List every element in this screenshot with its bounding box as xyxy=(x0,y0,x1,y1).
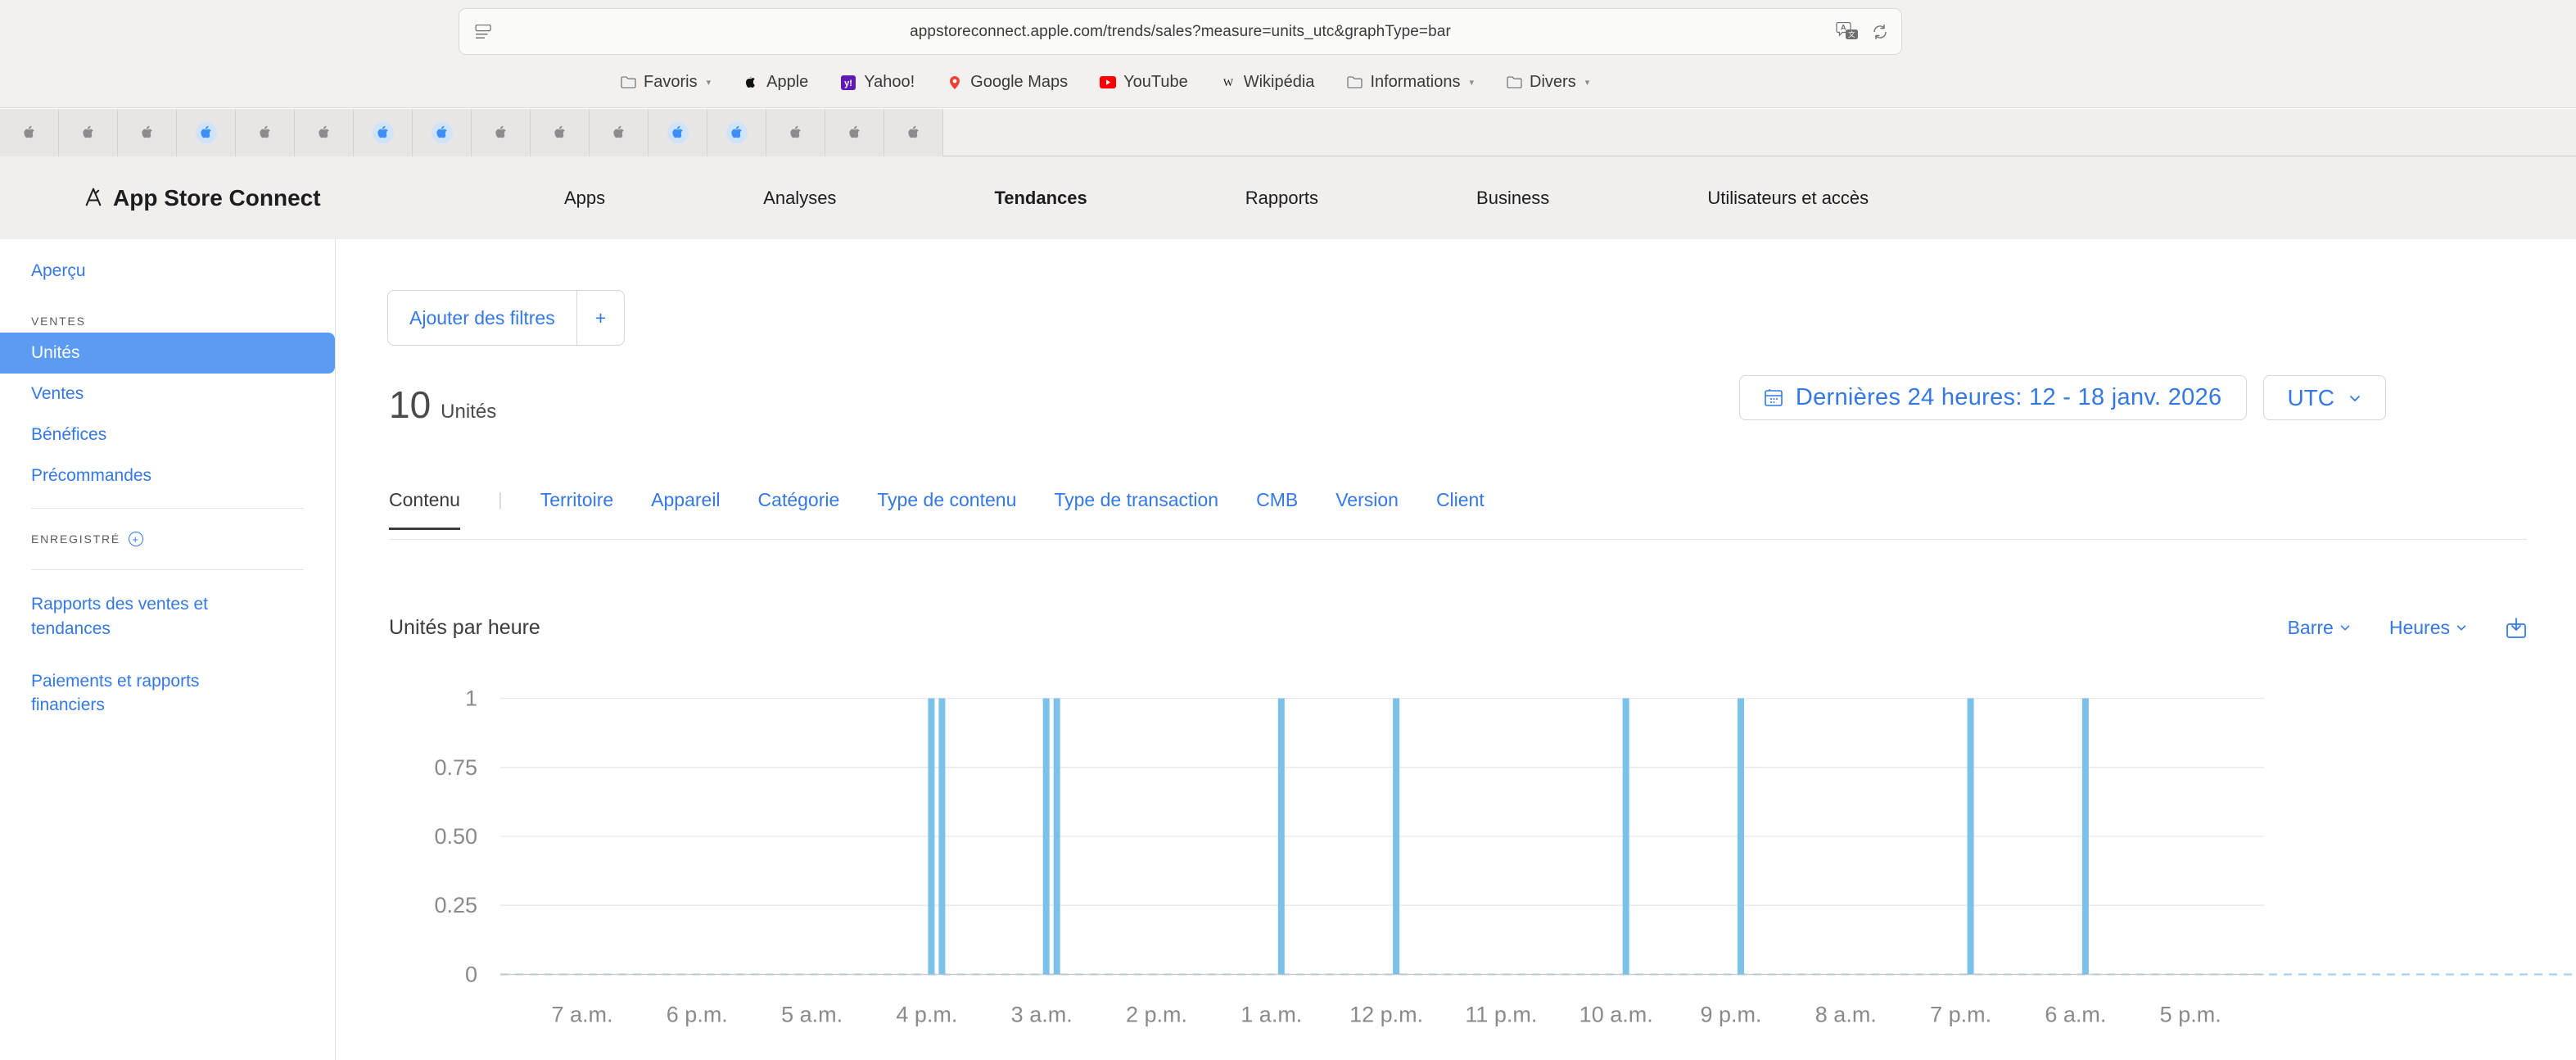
svg-text:7 p.m.: 7 p.m. xyxy=(1930,1003,1991,1027)
svg-text:5 a.m.: 5 a.m. xyxy=(781,1003,843,1027)
svg-text:0.25: 0.25 xyxy=(434,893,477,917)
svg-text:11 p.m.: 11 p.m. xyxy=(1465,1003,1537,1027)
svg-text:A: A xyxy=(1841,23,1846,31)
svg-text:0.75: 0.75 xyxy=(434,755,477,780)
svg-text:W: W xyxy=(1223,76,1234,88)
svg-text:3 a.m.: 3 a.m. xyxy=(1011,1003,1073,1027)
svg-text:1: 1 xyxy=(465,686,477,711)
svg-text:7 a.m.: 7 a.m. xyxy=(551,1003,612,1027)
svg-text:0.50: 0.50 xyxy=(434,824,477,849)
svg-text:6 p.m.: 6 p.m. xyxy=(667,1003,728,1027)
svg-text:8 a.m.: 8 a.m. xyxy=(1815,1003,1877,1027)
svg-text:5 p.m.: 5 p.m. xyxy=(2160,1003,2221,1027)
svg-text:6 a.m.: 6 a.m. xyxy=(2045,1003,2106,1027)
svg-text:4 p.m.: 4 p.m. xyxy=(896,1003,957,1027)
svg-text:1 a.m.: 1 a.m. xyxy=(1241,1003,1302,1027)
svg-text:12 p.m.: 12 p.m. xyxy=(1349,1003,1423,1027)
svg-text:9 p.m.: 9 p.m. xyxy=(1700,1003,1761,1027)
svg-text:10 a.m.: 10 a.m. xyxy=(1579,1003,1653,1027)
svg-text:文: 文 xyxy=(1848,30,1855,39)
svg-text:y!: y! xyxy=(844,79,852,88)
svg-text:0: 0 xyxy=(465,963,477,987)
svg-text:2 p.m.: 2 p.m. xyxy=(1126,1003,1187,1027)
